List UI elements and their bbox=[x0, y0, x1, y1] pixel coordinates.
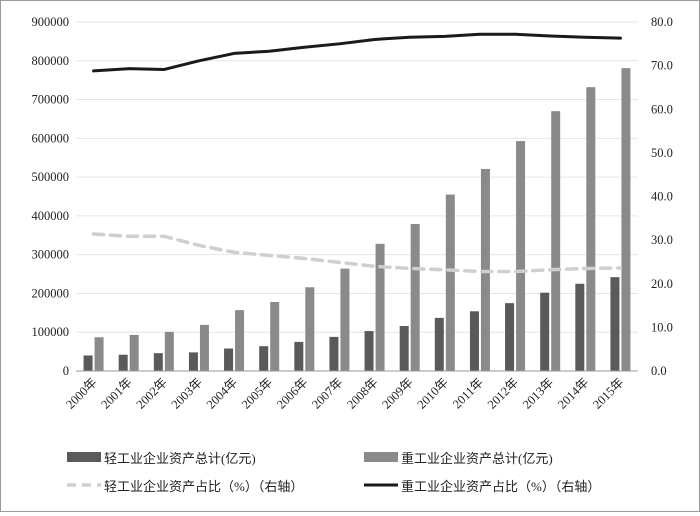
bar bbox=[586, 87, 596, 371]
y-right-tick-label: 60.0 bbox=[651, 102, 673, 116]
y-left-tick-label: 700000 bbox=[32, 93, 70, 107]
y-left-tick-label: 600000 bbox=[32, 131, 70, 145]
y-left-tick-label: 500000 bbox=[32, 170, 70, 184]
bar bbox=[505, 303, 515, 371]
bar bbox=[164, 331, 174, 371]
y-right-tick-label: 30.0 bbox=[651, 233, 673, 247]
bar bbox=[259, 346, 269, 371]
bar bbox=[224, 348, 234, 371]
y-right-tick-label: 70.0 bbox=[651, 59, 673, 73]
bar bbox=[540, 292, 550, 371]
bars bbox=[83, 68, 631, 371]
bar bbox=[399, 326, 409, 371]
x-tick-label: 2012年 bbox=[485, 375, 521, 411]
x-tick-label: 2004年 bbox=[204, 375, 240, 411]
y-right-tick-label: 50.0 bbox=[651, 146, 673, 160]
bar bbox=[375, 243, 385, 371]
bar bbox=[118, 354, 128, 371]
series-line bbox=[91, 232, 623, 274]
bar bbox=[340, 268, 350, 371]
bar bbox=[516, 141, 526, 371]
bar bbox=[364, 331, 374, 371]
y-left-tick-label: 200000 bbox=[32, 286, 70, 300]
bar bbox=[410, 224, 420, 371]
y-left-tick-label: 100000 bbox=[32, 325, 70, 339]
x-tick-label: 2001年 bbox=[98, 375, 134, 411]
grid-lines bbox=[76, 21, 638, 333]
x-tick-label: 2006年 bbox=[274, 375, 310, 411]
bar bbox=[294, 341, 304, 371]
lines bbox=[91, 32, 623, 274]
legend-swatch bbox=[67, 452, 101, 462]
x-tick-label: 2013年 bbox=[520, 375, 556, 411]
bar bbox=[153, 353, 163, 371]
bar bbox=[469, 311, 479, 371]
legend-label: 轻工业企业资产总计(亿元) bbox=[104, 451, 256, 466]
bar bbox=[270, 301, 280, 371]
y-right-tick-label: 80.0 bbox=[651, 15, 673, 29]
y-left-tick-label: 900000 bbox=[32, 15, 70, 29]
y-left-tick-label: 800000 bbox=[32, 54, 70, 68]
x-tick-label: 2007年 bbox=[309, 375, 345, 411]
bar bbox=[199, 324, 209, 371]
bar bbox=[329, 336, 339, 371]
y-left-tick-label: 300000 bbox=[32, 248, 70, 262]
bar bbox=[83, 355, 93, 371]
bar bbox=[94, 337, 104, 371]
y-right-tick-label: 10.0 bbox=[651, 320, 673, 334]
bar bbox=[434, 317, 444, 371]
x-tick-label: 2010年 bbox=[415, 375, 451, 411]
y-right-tick-label: 0.0 bbox=[651, 364, 667, 378]
bar bbox=[445, 194, 455, 371]
bar bbox=[235, 310, 245, 371]
series-line bbox=[92, 32, 622, 73]
x-tick-label: 2003年 bbox=[169, 375, 205, 411]
bar bbox=[610, 277, 620, 371]
bar bbox=[188, 352, 198, 371]
y-right-tick-label: 20.0 bbox=[651, 277, 673, 291]
x-tick-label: 2015年 bbox=[590, 375, 626, 411]
x-tick-label: 2014年 bbox=[555, 375, 591, 411]
bar bbox=[621, 68, 631, 371]
bar bbox=[551, 111, 561, 371]
legend-label: 重工业企业资产总计(亿元) bbox=[401, 451, 553, 466]
x-tick-label: 2002年 bbox=[134, 375, 170, 411]
bar bbox=[575, 283, 585, 371]
x-tick-label: 2000年 bbox=[63, 375, 99, 411]
x-tick-label: 2008年 bbox=[344, 375, 380, 411]
legend-label: 轻工业企业资产占比（%）（右轴） bbox=[104, 479, 303, 494]
legend-swatch bbox=[364, 452, 398, 462]
y-left-tick-label: 400000 bbox=[32, 209, 70, 223]
x-tick-label: 2009年 bbox=[379, 375, 415, 411]
x-tick-label: 2005年 bbox=[239, 375, 275, 411]
x-tick-label: 2011年 bbox=[450, 375, 486, 411]
y-left-tick-label: 0 bbox=[63, 364, 69, 378]
y-right-tick-label: 40.0 bbox=[651, 190, 673, 204]
legend-label: 重工业企业资产占比（%）（右轴） bbox=[401, 479, 600, 494]
bar bbox=[305, 287, 315, 371]
bar bbox=[129, 334, 139, 371]
legend: 轻工业企业资产总计(亿元) 重工业企业资产总计(亿元) 轻工业企业资产占比（%）（右… bbox=[67, 451, 600, 494]
